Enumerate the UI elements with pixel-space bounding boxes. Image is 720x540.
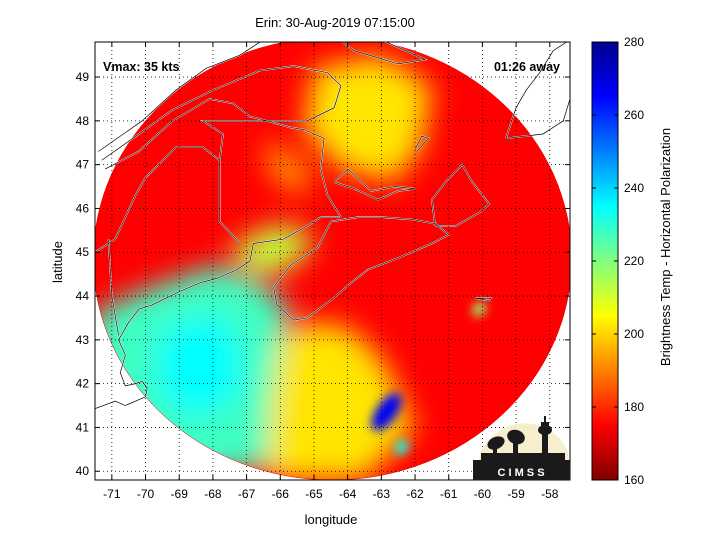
colorbar-tick-label: 220 xyxy=(624,254,644,268)
x-tick-label: -68 xyxy=(204,487,222,501)
x-tick-label: -67 xyxy=(238,487,256,501)
colorbar-tick-label: 160 xyxy=(624,473,644,487)
colorbar-tick-label: 200 xyxy=(624,327,644,341)
border-maine-nb-outline xyxy=(95,146,241,253)
y-tick-label: 40 xyxy=(76,464,90,478)
coastline-outline xyxy=(95,42,570,410)
colorbar-gradient xyxy=(592,42,618,480)
logo-text: C I M S S xyxy=(497,467,544,479)
tower-icon xyxy=(538,416,552,455)
coast-sable-island-outline xyxy=(475,297,492,301)
x-tick-label: -61 xyxy=(440,487,458,501)
swath-region-scotian-shelf xyxy=(266,322,416,480)
microwave-swath xyxy=(95,42,570,480)
colorbar-ticks: 160 180 200 220 240 260 280 xyxy=(592,35,644,487)
x-axis-ticks: -71 -70 -69 -68 -67 -66 -65 -64 -63 -62 -61 -60 -59 -… xyxy=(103,42,559,501)
border-nb-quebec-outline xyxy=(201,120,267,161)
y-axis-ticks: 40 41 42 43 44 45 46 47 48 49 xyxy=(76,70,570,478)
coast-gaspe-outline xyxy=(101,65,342,161)
x-tick-label: -62 xyxy=(406,487,424,501)
swath-region-st-lawrence xyxy=(303,55,432,183)
chart-title: Erin: 30-Aug-2019 07:15:00 xyxy=(255,15,415,30)
x-tick-label: -65 xyxy=(305,487,323,501)
swath-region-gulf-maine-core xyxy=(155,313,240,419)
y-tick-label: 45 xyxy=(76,245,90,259)
y-tick-label: 46 xyxy=(76,201,90,215)
y-tick-label: 42 xyxy=(76,377,90,391)
coast-cape-breton-outline xyxy=(431,164,490,227)
x-tick-label: -58 xyxy=(541,487,559,501)
x-tick-label: -60 xyxy=(474,487,492,501)
coast-pei-outline xyxy=(333,168,416,201)
colorbar-tick-label: 280 xyxy=(624,35,644,49)
time-offset-annotation: 01:26 away xyxy=(494,60,560,74)
y-tick-label: 44 xyxy=(76,289,90,303)
swath-cell-6 xyxy=(472,301,486,317)
swath-cell-core xyxy=(383,405,394,416)
coast-anticosti-outline xyxy=(342,42,427,65)
coast-newfoundland-outline xyxy=(505,42,570,139)
x-axis-label: longitude xyxy=(305,512,358,527)
logo-banner-top xyxy=(481,453,565,461)
coast-magdalen-outline xyxy=(414,135,430,152)
logo-banner xyxy=(473,460,570,480)
x-tick-label: -69 xyxy=(171,487,189,501)
y-tick-label: 47 xyxy=(76,158,90,172)
x-tick-label: -70 xyxy=(137,487,155,501)
colorbar: 160 180 200 220 240 260 280 Brightness Temp - … xyxy=(591,35,673,487)
swath-region-gaspe-cool xyxy=(263,138,314,196)
coast-new-england-outline xyxy=(95,216,341,410)
x-tick-label: -63 xyxy=(373,487,391,501)
swath-cells xyxy=(371,301,486,455)
y-tick-label: 49 xyxy=(76,70,90,84)
x-tick-label: -64 xyxy=(339,487,357,501)
swath-cell-5 xyxy=(394,439,409,455)
plot-frame xyxy=(94,41,571,481)
plot-area: -71 -70 -69 -68 -67 -66 -65 -64 -63 -62 -61 -60 -59 -… xyxy=(76,41,571,501)
coast-north-shore-outline xyxy=(98,42,261,152)
colorbar-tick-label: 260 xyxy=(624,108,644,122)
y-tick-label: 48 xyxy=(76,114,90,128)
coast-nova-scotia-outline xyxy=(273,216,450,321)
colorbar-tick-label: 240 xyxy=(624,181,644,195)
colorbar-label: Brightness Temp - Horizontal Polarizatio… xyxy=(658,128,673,366)
x-tick-label: -71 xyxy=(103,487,121,501)
swath-region-bay-of-fundy xyxy=(233,225,314,275)
satellite-dish-icon xyxy=(487,429,525,454)
cimss-logo: C I M S S xyxy=(473,416,570,480)
swath-field xyxy=(95,42,570,480)
x-tick-label: -59 xyxy=(507,487,525,501)
y-axis-label: latitude xyxy=(50,241,65,283)
swath-regions xyxy=(95,55,432,480)
colorbar-tick-label: 180 xyxy=(624,400,644,414)
x-tick-label: -66 xyxy=(272,487,290,501)
y-tick-label: 41 xyxy=(76,420,90,434)
y-tick-label: 43 xyxy=(76,333,90,347)
vmax-annotation: Vmax: 35 kts xyxy=(103,60,179,74)
